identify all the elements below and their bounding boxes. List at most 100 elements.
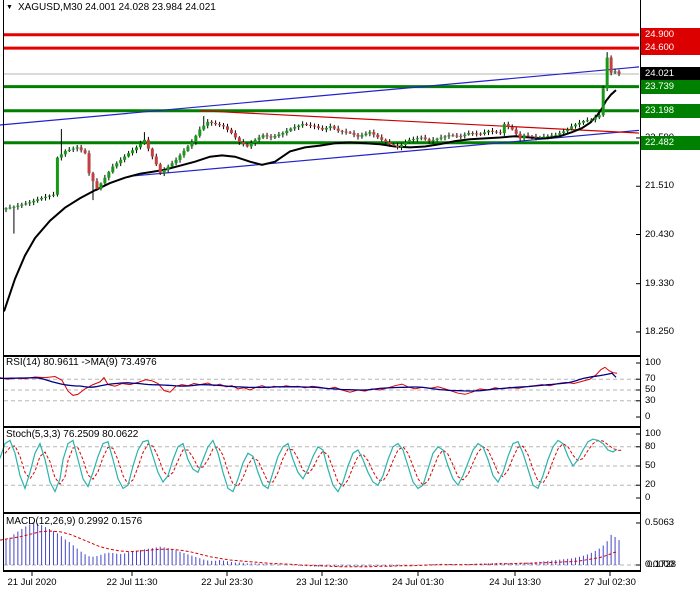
price-axis-border <box>640 0 641 571</box>
candle-up <box>67 149 71 151</box>
candle-up <box>71 148 75 150</box>
candle-down <box>309 124 313 126</box>
stoch-main-line <box>0 438 618 494</box>
candle-up <box>40 197 44 200</box>
candle-down <box>459 135 463 137</box>
time-label: 22 Jul 23:30 <box>201 577 253 588</box>
trendline-descending-resistance[interactable] <box>199 110 640 134</box>
candle-down <box>210 121 214 123</box>
candle-up <box>127 153 131 157</box>
candle-up <box>249 143 253 147</box>
current-price-badge: 24.021 <box>641 67 700 81</box>
candle-up <box>115 163 119 167</box>
main-rsi-splitter[interactable] <box>3 355 641 357</box>
candle-up <box>59 154 63 158</box>
candle-up <box>273 136 277 138</box>
candle-down <box>340 130 344 132</box>
rsi-stoch-splitter[interactable] <box>3 426 641 428</box>
candle-up <box>400 144 403 148</box>
candle-up <box>131 150 135 154</box>
candle-down <box>384 139 388 142</box>
price-level-badge: 24.600 <box>641 41 700 56</box>
rsi-axis-label: 0 <box>645 411 651 422</box>
moving-average-line <box>3 89 617 312</box>
candle-up <box>443 136 447 138</box>
price-level-badge: 22.482 <box>641 135 700 150</box>
candle-up <box>407 139 411 143</box>
candle-up <box>178 155 182 160</box>
candle-down <box>154 156 158 165</box>
candle-down <box>388 141 392 145</box>
candle-down <box>222 125 226 127</box>
candle-up <box>522 135 526 139</box>
candle-down <box>225 126 229 130</box>
candle-down <box>150 148 154 157</box>
time-axis-border <box>3 570 641 572</box>
macd-indicator-label: MACD(12,26,9) 0.2992 0.1576 <box>6 516 143 527</box>
price-tick-label: 21.510 <box>645 180 675 192</box>
candle-up <box>138 143 142 148</box>
candle-up <box>48 195 52 197</box>
price-axis[interactable] <box>641 0 700 571</box>
stoch-axis-label: 20 <box>645 479 656 491</box>
candle-up <box>75 147 79 149</box>
candle-up <box>589 119 593 121</box>
rsi-indicator-label: RSI(14) 80.9611 ->MA(9) 73.4976 <box>6 357 157 368</box>
time-label: 23 Jul 12:30 <box>296 577 348 588</box>
candle-up <box>170 163 174 167</box>
candle-up <box>542 136 546 138</box>
price-tick-label: 20.430 <box>645 228 675 240</box>
candle-down <box>609 57 613 73</box>
candle-down <box>332 126 336 129</box>
trendline-upper-channel[interactable] <box>0 66 640 126</box>
candle-up <box>411 139 415 141</box>
candle-down <box>316 126 320 128</box>
candle-up <box>570 126 574 130</box>
macd-signal-line <box>0 530 618 568</box>
chart-dropdown-icon[interactable]: ▼ <box>6 4 13 11</box>
candle-up <box>301 124 305 126</box>
candle-up <box>435 138 439 140</box>
rsi-axis-label: 100 <box>645 357 661 368</box>
candle-up <box>4 208 8 210</box>
rsi-axis-label: 70 <box>645 373 656 385</box>
candle-up <box>577 122 581 125</box>
price-level-badge: 23.739 <box>641 79 700 94</box>
price-tick-label: 19.330 <box>645 277 675 289</box>
symbol-ohlc-title: XAGUSD,M30 24.001 24.028 23.984 24.021 <box>17 2 216 13</box>
candle-down <box>423 137 427 140</box>
candle-up <box>123 156 127 160</box>
candle-down <box>344 131 348 133</box>
candle-down <box>320 127 324 130</box>
trendline-lower-channel[interactable] <box>132 129 640 177</box>
candle-down <box>352 133 356 135</box>
candle-down <box>237 137 241 142</box>
candle-up <box>51 194 55 196</box>
stoch-axis-label: 50 <box>645 460 656 471</box>
candle-up <box>574 124 578 127</box>
candle-up <box>324 127 328 130</box>
chart-title-bar: ▼ XAGUSD,M30 24.001 24.028 23.984 24.021 <box>6 2 216 13</box>
stoch-macd-splitter[interactable] <box>3 512 641 514</box>
candle-up <box>277 134 281 137</box>
candle-up <box>328 126 332 128</box>
candle-down <box>518 133 522 139</box>
candle-down <box>356 134 360 137</box>
candle-up <box>293 127 297 129</box>
candle-up <box>198 129 202 136</box>
candle-up <box>403 142 407 145</box>
candle-down <box>479 133 483 135</box>
candle-down <box>229 129 233 134</box>
candle-up <box>439 137 443 139</box>
candle-up <box>419 137 423 139</box>
time-axis[interactable] <box>0 572 640 600</box>
candle-up <box>32 200 36 203</box>
candle-up <box>487 130 491 133</box>
candle-up <box>601 88 605 116</box>
candle-up <box>8 207 12 209</box>
time-label: 24 Jul 13:30 <box>489 577 541 588</box>
time-label: 27 Jul 02:30 <box>584 577 636 588</box>
candle-down <box>305 124 309 126</box>
candle-up <box>206 121 210 126</box>
